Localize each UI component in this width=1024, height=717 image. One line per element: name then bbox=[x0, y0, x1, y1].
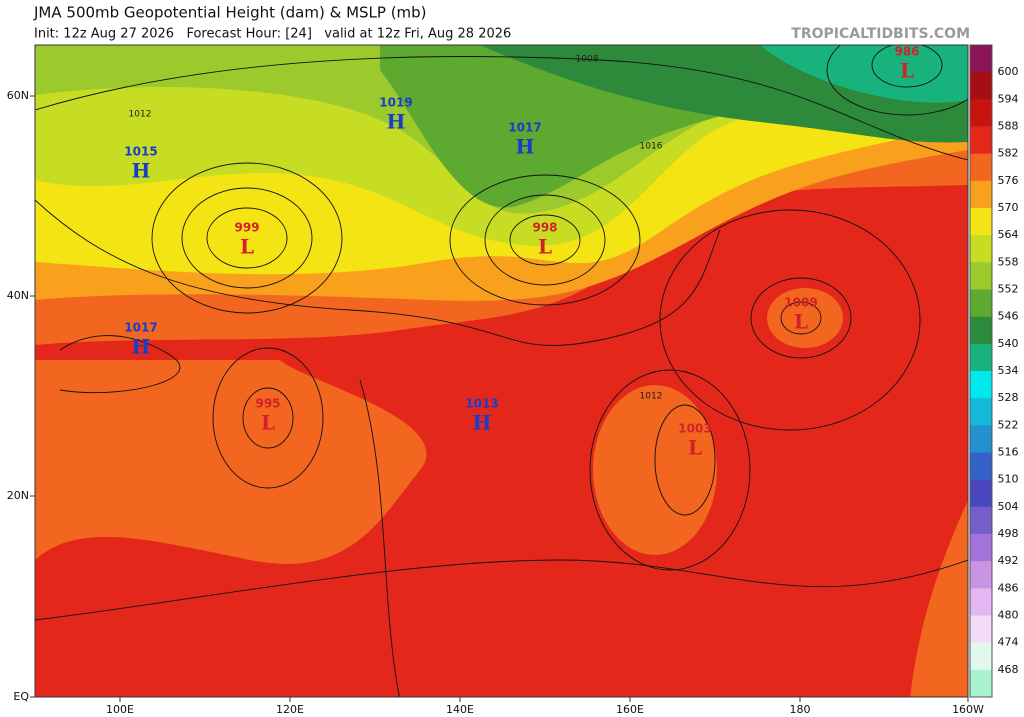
colorbar-label: 558 bbox=[998, 255, 1019, 268]
colorbar-swatch bbox=[970, 642, 992, 671]
center-symbol: L bbox=[240, 235, 254, 259]
center-value: 1017 bbox=[508, 121, 541, 135]
colorbar-label: 480 bbox=[998, 609, 1019, 622]
colorbar-label: 552 bbox=[998, 283, 1019, 296]
center-value: 1003 bbox=[678, 422, 711, 436]
colorbar-swatch bbox=[970, 45, 992, 73]
colorbar-swatch bbox=[970, 153, 992, 182]
colorbar-swatch bbox=[970, 262, 992, 290]
colorbar-swatch bbox=[970, 506, 992, 535]
colorbar-label: 474 bbox=[998, 636, 1019, 649]
center-value: 995 bbox=[255, 397, 280, 411]
center-symbol: L bbox=[261, 411, 275, 435]
colorbar-swatch bbox=[970, 588, 992, 616]
source: TROPICALTIDBITS.COM bbox=[791, 26, 970, 42]
lat-label: 60N bbox=[7, 89, 29, 102]
colorbar-label: 582 bbox=[998, 147, 1019, 160]
map bbox=[35, 45, 968, 697]
colorbar-swatch bbox=[970, 99, 992, 127]
subtitle: Init: 12z Aug 27 2026 Forecast Hour: [24… bbox=[34, 27, 511, 42]
lat-label: EQ bbox=[13, 690, 29, 703]
colorbar-swatch bbox=[970, 235, 992, 263]
colorbar-label: 504 bbox=[998, 500, 1019, 513]
center-symbol: H bbox=[387, 110, 406, 134]
colorbar-label: 570 bbox=[998, 201, 1019, 214]
center-value: 1015 bbox=[124, 145, 157, 159]
colorbar-swatch bbox=[970, 398, 992, 426]
center-value: 1019 bbox=[379, 96, 412, 110]
colorbar-swatch bbox=[970, 72, 992, 100]
contour-label: 1012 bbox=[129, 110, 152, 120]
colorbar-swatch bbox=[970, 316, 992, 345]
lon-label: 160W bbox=[952, 703, 984, 716]
center-symbol: H bbox=[473, 411, 492, 435]
colorbar-label: 528 bbox=[998, 391, 1019, 404]
center-value: 1013 bbox=[465, 397, 498, 411]
lat-label: 40N bbox=[7, 289, 29, 302]
center-symbol: H bbox=[132, 159, 151, 183]
isobars bbox=[35, 45, 968, 697]
colorbar-swatch bbox=[970, 479, 992, 508]
center-value: 998 bbox=[532, 221, 557, 235]
lon-label: 100E bbox=[106, 703, 134, 716]
lat-label: 20N bbox=[7, 489, 29, 502]
center-symbol: L bbox=[794, 310, 808, 334]
colorbar-swatch bbox=[970, 289, 992, 318]
title: JMA 500mb Geopotential Height (dam) & MS… bbox=[33, 4, 427, 22]
lon-label: 140E bbox=[446, 703, 474, 716]
center-symbol: L bbox=[538, 235, 552, 259]
colorbar-label: 576 bbox=[998, 174, 1019, 187]
colorbar-label: 564 bbox=[998, 228, 1019, 241]
colorbar-frame bbox=[969, 44, 993, 698]
colorbar-label: 594 bbox=[998, 92, 1019, 105]
colorbar-swatch bbox=[970, 371, 992, 399]
colorbar-label: 546 bbox=[998, 310, 1019, 323]
contour-label: 1008 bbox=[576, 55, 599, 65]
colorbar-swatch bbox=[970, 669, 992, 698]
colorbar-swatch bbox=[970, 452, 992, 481]
center-symbol: L bbox=[688, 436, 702, 460]
colorbar-label: 516 bbox=[998, 446, 1019, 459]
colorbar-label: 486 bbox=[998, 581, 1019, 594]
colorbar-label: 522 bbox=[998, 418, 1019, 431]
lon-label: 180 bbox=[790, 703, 811, 716]
center-value: 986 bbox=[894, 45, 919, 59]
lon-label: 120E bbox=[276, 703, 304, 716]
colorbar-swatch bbox=[970, 615, 992, 644]
contour-label: 1012 bbox=[640, 392, 663, 402]
center-value: 1017 bbox=[124, 321, 157, 335]
colorbar-label: 510 bbox=[998, 473, 1019, 486]
center-symbol: L bbox=[900, 59, 914, 83]
center-symbol: H bbox=[516, 135, 535, 159]
colorbar-swatch bbox=[970, 180, 992, 209]
colorbar-swatch bbox=[970, 425, 992, 453]
colorbar-label: 534 bbox=[998, 364, 1019, 377]
colorbar-label: 492 bbox=[998, 554, 1019, 567]
map-frame bbox=[34, 44, 969, 698]
colorbar-swatch bbox=[970, 534, 992, 562]
center-value: 1009 bbox=[784, 296, 817, 310]
colorbar-swatch bbox=[970, 126, 992, 155]
colorbar-label: 540 bbox=[998, 337, 1019, 350]
colorbar-label: 600 bbox=[998, 65, 1019, 78]
colorbar-label: 498 bbox=[998, 527, 1019, 540]
lon-label: 160E bbox=[616, 703, 644, 716]
center-symbol: H bbox=[132, 335, 151, 359]
colorbar-swatch bbox=[970, 561, 992, 589]
colorbar-label: 588 bbox=[998, 120, 1019, 133]
contour-label: 1016 bbox=[640, 142, 663, 152]
colorbar-swatch bbox=[970, 343, 992, 372]
colorbar-label: 468 bbox=[998, 663, 1019, 676]
center-value: 999 bbox=[234, 221, 259, 235]
colorbar-swatch bbox=[970, 208, 992, 236]
